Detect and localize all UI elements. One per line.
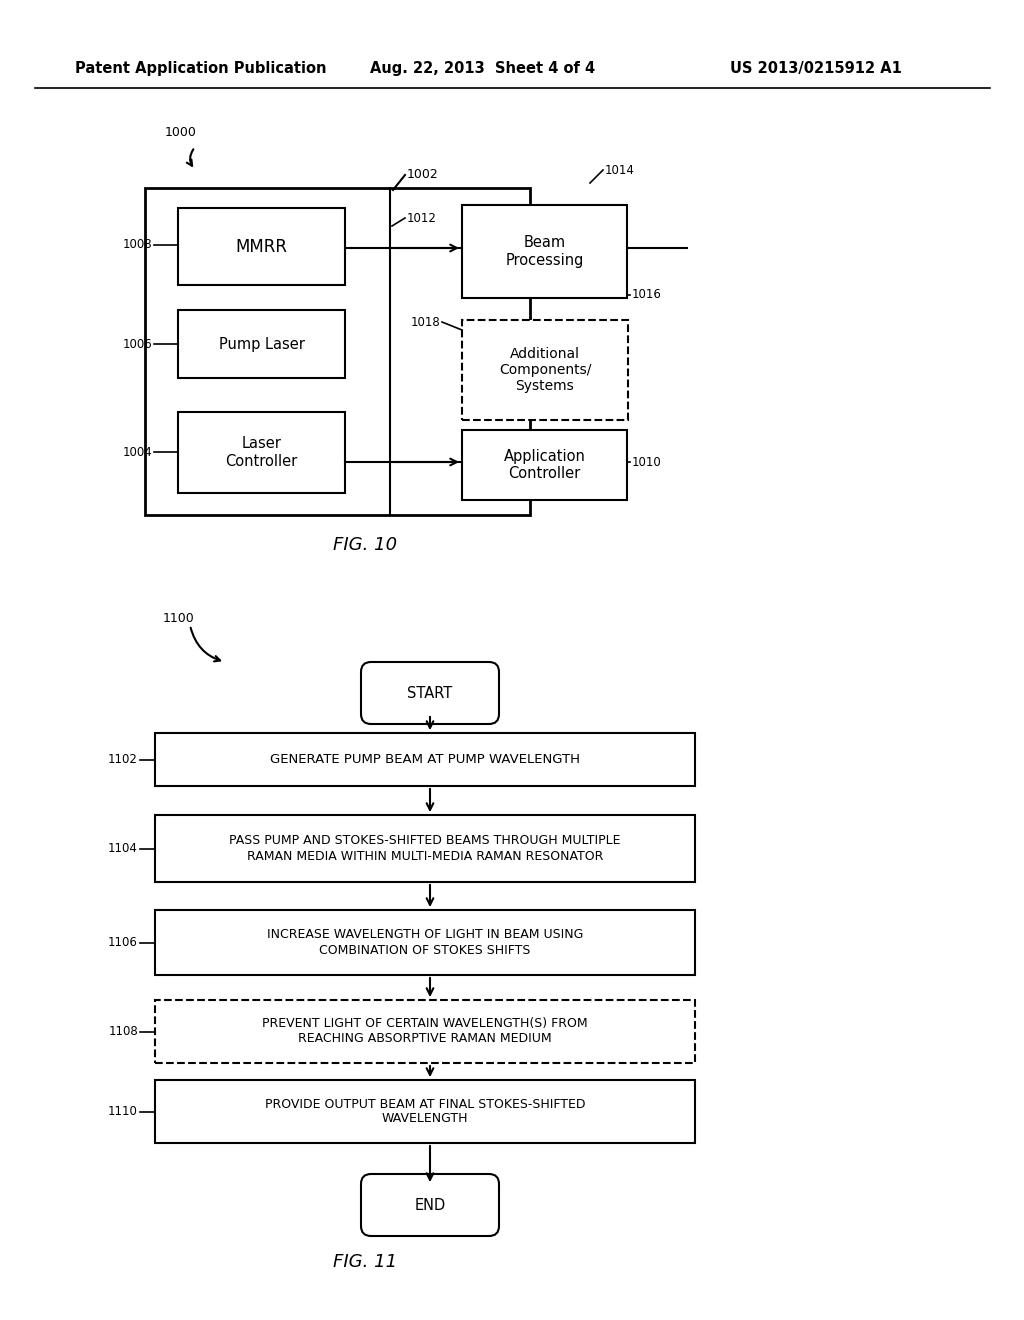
Text: 1006: 1006 — [122, 338, 152, 351]
Text: 1010: 1010 — [632, 455, 662, 469]
Text: Additional
Components/
Systems: Additional Components/ Systems — [499, 347, 591, 393]
FancyBboxPatch shape — [155, 1080, 695, 1143]
Text: 1110: 1110 — [109, 1105, 138, 1118]
Text: GENERATE PUMP BEAM AT PUMP WAVELENGTH: GENERATE PUMP BEAM AT PUMP WAVELENGTH — [270, 752, 580, 766]
Text: Laser
Controller: Laser Controller — [225, 437, 298, 469]
FancyBboxPatch shape — [178, 310, 345, 378]
FancyBboxPatch shape — [155, 909, 695, 975]
Text: 1106: 1106 — [109, 936, 138, 949]
Text: PREVENT LIGHT OF CERTAIN WAVELENGTH(S) FROM
REACHING ABSORPTIVE RAMAN MEDIUM: PREVENT LIGHT OF CERTAIN WAVELENGTH(S) F… — [262, 1018, 588, 1045]
FancyBboxPatch shape — [155, 814, 695, 882]
Text: INCREASE WAVELENGTH OF LIGHT IN BEAM USING
COMBINATION OF STOKES SHIFTS: INCREASE WAVELENGTH OF LIGHT IN BEAM USI… — [267, 928, 584, 957]
Text: Beam
Processing: Beam Processing — [505, 235, 584, 268]
Text: 1104: 1104 — [109, 842, 138, 855]
Text: END: END — [415, 1197, 445, 1213]
FancyBboxPatch shape — [462, 430, 627, 500]
Text: PASS PUMP AND STOKES-SHIFTED BEAMS THROUGH MULTIPLE
RAMAN MEDIA WITHIN MULTI-MED: PASS PUMP AND STOKES-SHIFTED BEAMS THROU… — [229, 834, 621, 862]
FancyBboxPatch shape — [155, 733, 695, 785]
Text: PROVIDE OUTPUT BEAM AT FINAL STOKES-SHIFTED
WAVELENGTH: PROVIDE OUTPUT BEAM AT FINAL STOKES-SHIF… — [265, 1097, 586, 1126]
Text: 1004: 1004 — [122, 446, 152, 458]
FancyBboxPatch shape — [361, 1173, 499, 1236]
FancyBboxPatch shape — [155, 1001, 695, 1063]
Text: FIG. 10: FIG. 10 — [333, 536, 397, 554]
Text: 1008: 1008 — [123, 239, 152, 252]
Text: 1000: 1000 — [165, 127, 197, 140]
Text: 1108: 1108 — [109, 1026, 138, 1038]
Text: 1014: 1014 — [605, 164, 635, 177]
Text: Pump Laser: Pump Laser — [218, 337, 304, 351]
Text: 1016: 1016 — [632, 289, 662, 301]
Text: 1100: 1100 — [163, 611, 195, 624]
FancyBboxPatch shape — [178, 209, 345, 285]
FancyBboxPatch shape — [145, 187, 530, 515]
Text: 1102: 1102 — [109, 752, 138, 766]
Text: MMRR: MMRR — [236, 238, 288, 256]
FancyBboxPatch shape — [462, 205, 627, 298]
FancyBboxPatch shape — [361, 663, 499, 723]
FancyBboxPatch shape — [178, 412, 345, 492]
Text: 1012: 1012 — [407, 211, 437, 224]
Text: FIG. 11: FIG. 11 — [333, 1253, 397, 1271]
Text: 1018: 1018 — [411, 315, 440, 329]
Text: 1002: 1002 — [407, 169, 438, 181]
FancyBboxPatch shape — [462, 319, 628, 420]
Text: Patent Application Publication: Patent Application Publication — [75, 61, 327, 75]
Text: Aug. 22, 2013  Sheet 4 of 4: Aug. 22, 2013 Sheet 4 of 4 — [370, 61, 595, 75]
Text: START: START — [408, 685, 453, 701]
Text: US 2013/0215912 A1: US 2013/0215912 A1 — [730, 61, 902, 75]
Text: Application
Controller: Application Controller — [504, 449, 586, 482]
